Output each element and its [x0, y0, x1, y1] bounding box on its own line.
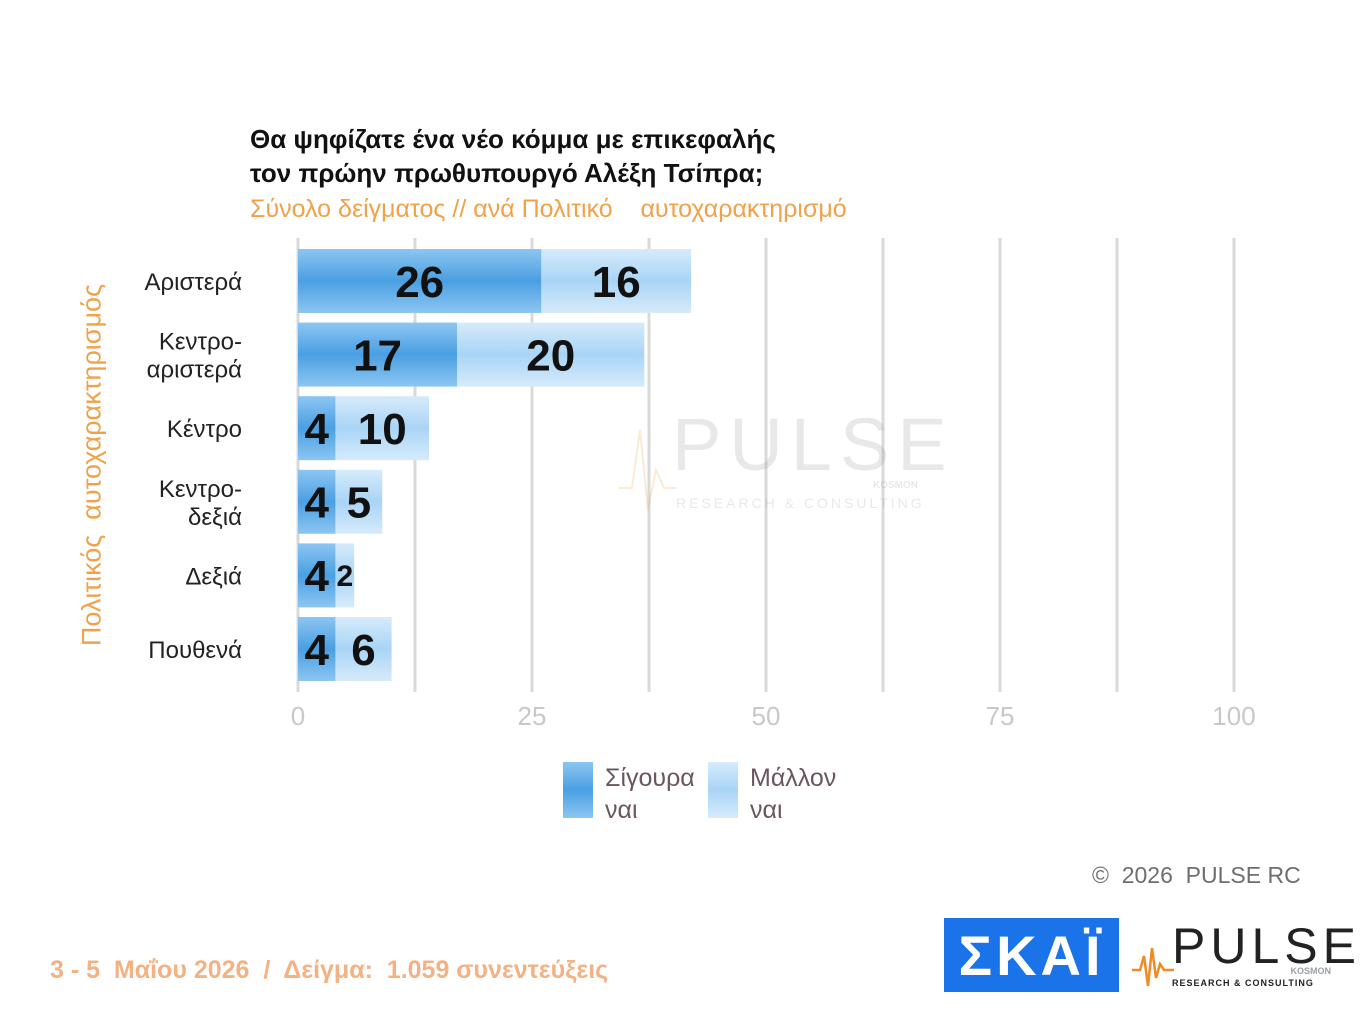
bar-value-label: 6: [351, 626, 375, 675]
bar-value-label: 10: [358, 405, 407, 454]
x-tick-label: 100: [1212, 701, 1255, 731]
legend-label-2a: Μάλλον: [750, 764, 837, 792]
category-label: αριστερά: [147, 357, 243, 384]
title-line-1: Θα ψηφίζατε ένα νέο κόμμα με επικεφαλής: [250, 124, 776, 154]
pulse-logo: PULSE KOSMON RESEARCH & CONSULTING: [1130, 918, 1356, 994]
pulse-watermark: PULSE KOSMON RESEARCH & CONSULTING: [618, 403, 955, 511]
x-tick-label: 0: [291, 701, 305, 731]
category-label: Δεξιά: [185, 563, 242, 590]
bar-value-label: 2: [336, 560, 353, 593]
category-label: Κεντρο-: [159, 329, 242, 356]
pulse-wordmark: PULSE: [1172, 918, 1360, 974]
bar-segment: [298, 322, 458, 387]
x-tick-label: 25: [518, 701, 547, 731]
bar-segment: [335, 396, 430, 461]
bar-segment: [298, 249, 542, 313]
bar-segment: [335, 617, 392, 681]
bar-segment: [298, 543, 336, 608]
copyright: © 2026 PULSE RC: [1092, 862, 1301, 888]
legend-label-1b: ναι: [605, 796, 638, 824]
pulse-heartbeat-icon: [1132, 947, 1174, 987]
x-tick-label: 75: [986, 701, 1015, 731]
chart-subtitle: Σύνολο δείγματος // ανά Πολιτικό αυτοχαρ…: [250, 195, 847, 223]
category-label: Αριστερά: [144, 269, 242, 296]
watermark-kosmon: KOSMON: [873, 480, 918, 491]
title-line-2: τον πρώην πρωθυπουργό Αλέξη Τσίπρα;: [250, 158, 764, 188]
legend-item-sigoura-nai: Σίγουρα ναι: [563, 762, 705, 826]
bar-value-label: 20: [526, 331, 575, 380]
pulse-kosmon: KOSMON: [1290, 966, 1332, 976]
watermark-brand: PULSE: [672, 403, 955, 486]
legend-label-2b: ναι: [750, 796, 783, 824]
bar-value-label: 16: [592, 258, 641, 307]
bar-chart: PULSE KOSMON RESEARCH & CONSULTING 26 161…: [144, 238, 1256, 731]
category-label: δεξιά: [188, 504, 242, 531]
legend-swatch-dark: [563, 762, 593, 818]
legend-swatch-light: [708, 762, 738, 818]
pulse-tagline: RESEARCH & CONSULTING: [1172, 978, 1314, 988]
bar-segment: [298, 396, 336, 461]
bar-value-label: 4: [304, 626, 329, 675]
bar-value-label: 17: [353, 331, 402, 380]
watermark-tagline: RESEARCH & CONSULTING: [676, 495, 925, 511]
bar-segment: [298, 617, 336, 681]
bar-value-label: 4: [304, 405, 329, 454]
category-label: Κέντρο: [167, 416, 242, 443]
skai-logo: ΣΚΑΪ: [944, 918, 1119, 992]
legend-item-mallon-nai: Μάλλον ναι: [708, 762, 850, 826]
bar-segment: [541, 249, 692, 313]
legend-label-1a: Σίγουρα: [605, 764, 695, 792]
grid-lines: [296, 238, 1236, 692]
x-tick-label: 50: [752, 701, 781, 731]
category-label: Κεντρο-: [159, 476, 242, 503]
bar-value-label: 5: [347, 479, 371, 528]
bar-value-label: 4: [304, 552, 329, 601]
bar-segment: [335, 543, 355, 608]
bar-value-label: 4: [304, 479, 329, 528]
bar-segment: [335, 469, 383, 534]
bar-segment: [298, 469, 336, 534]
bar-segment: [457, 322, 645, 387]
survey-footer: 3 - 5 Μαΐου 2026 / Δείγμα: 1.059 συνεντε…: [50, 956, 609, 984]
bar-value-label: 26: [395, 258, 444, 307]
chart-title: Θα ψηφίζατε ένα νέο κόμμα με επικεφαλής …: [250, 122, 950, 190]
category-label: Πουθενά: [148, 637, 242, 664]
